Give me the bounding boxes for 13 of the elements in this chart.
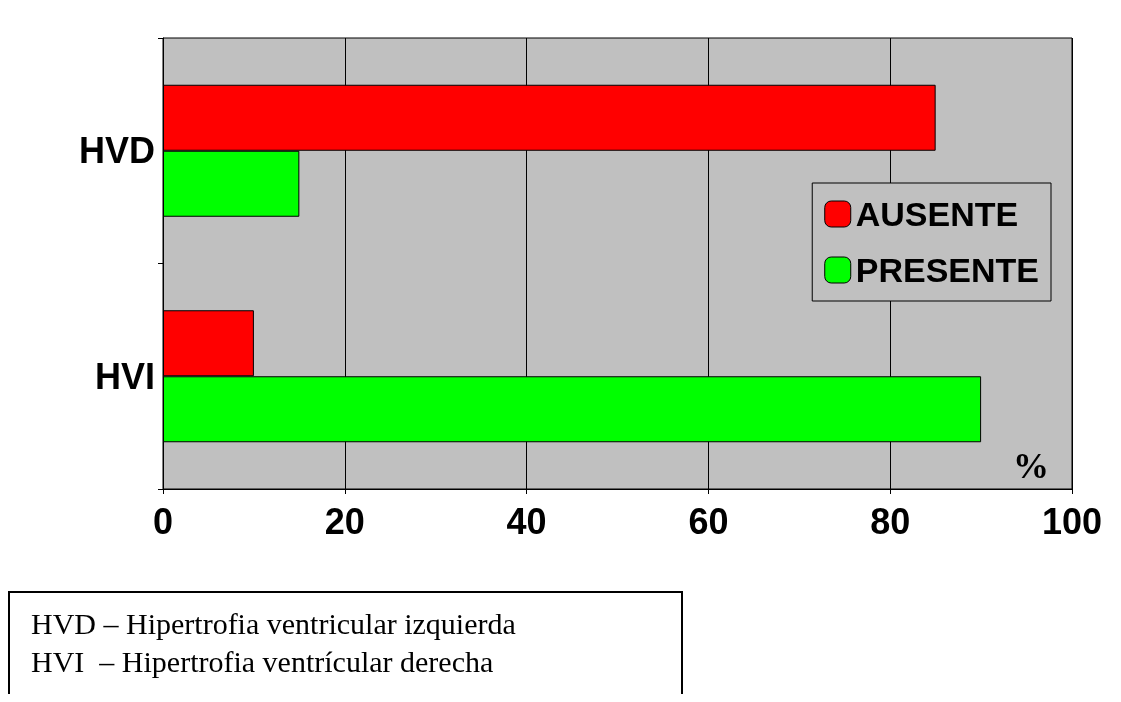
x-tick-label: 60 <box>688 500 729 542</box>
x-tick-label: 80 <box>870 500 911 542</box>
text: HVD – Hipertrofia ventricular izquierda <box>31 606 516 640</box>
y-tick-label: HVI <box>94 355 155 397</box>
x-axis-title: % <box>1013 446 1049 486</box>
x-tick-label: 20 <box>324 500 365 542</box>
legend-label: AUSENTE <box>855 195 1019 233</box>
x-tick-label: 40 <box>506 500 547 542</box>
x-tick-label: 100 <box>1041 500 1103 542</box>
text: HVI – Hipertrofia ventrícular derecha <box>31 644 494 678</box>
x-tick-label: 0 <box>152 500 174 542</box>
legend-label: PRESENTE <box>855 251 1039 289</box>
y-tick-label: HVD <box>78 130 155 172</box>
